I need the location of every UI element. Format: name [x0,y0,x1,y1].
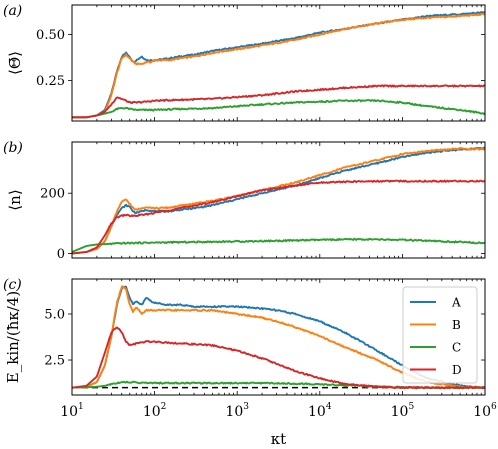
x-tick-label: 105 [391,402,415,420]
x-tick-label: 103 [225,402,249,420]
y-tick-label: 0.50 [36,28,65,43]
panel-2: 2.5 5.0 (c)E_kin/(ħκ/4) 101 102 103 104 105 106 κ… [3,277,497,448]
legend-box [402,286,478,384]
legend-label-C: C [452,341,461,355]
panel-1: 0 200 (b) ⟨n⟩ [3,140,486,262]
series-line-D [72,326,485,390]
axes-frame [71,4,486,122]
x-tick-label: 104 [308,402,332,420]
panel-label: (c) [3,277,22,293]
legend-label-D: D [452,363,462,377]
y-axis-label: E_kin/(ħκ/4) [4,291,22,383]
y-tick-label: 5.0 [44,307,65,322]
y-tick-label: 0 [57,247,65,262]
series-line-C [72,237,485,253]
series-line-A [72,146,485,255]
y-tick-label: 200 [40,187,65,202]
series-line-B [72,147,485,255]
x-tick-label: 102 [143,402,167,420]
x-tick-label: 101 [60,402,84,420]
panel-0: 0.25 0.50 (a) ⟨Θ̄⟩ [3,3,486,122]
series-line-C [72,99,485,119]
series-line-D [72,84,485,119]
x-tick-label: 106 [473,402,497,420]
series-line-D [72,179,485,255]
panel-label: (a) [3,3,22,19]
axes-frame [71,141,486,259]
panel-label: (b) [3,140,23,156]
panels: 0.25 0.50 (a) ⟨Θ̄⟩ 0 200 (b) ⟨n⟩ 2.5 5.0 (c)E_kin/… [3,3,497,448]
y-axis-label: ⟨Θ̄⟩ [6,51,24,75]
y-axis-label: ⟨n⟩ [6,189,24,210]
series-line-A [72,11,485,119]
y-tick-label: 0.25 [36,74,65,89]
legend-label-A: A [451,296,461,310]
series-line-B [72,12,485,119]
x-axis-label: κt [271,430,286,448]
axes-frame [71,278,486,396]
y-tick-label: 2.5 [44,354,65,369]
legend-label-B: B [452,318,461,332]
